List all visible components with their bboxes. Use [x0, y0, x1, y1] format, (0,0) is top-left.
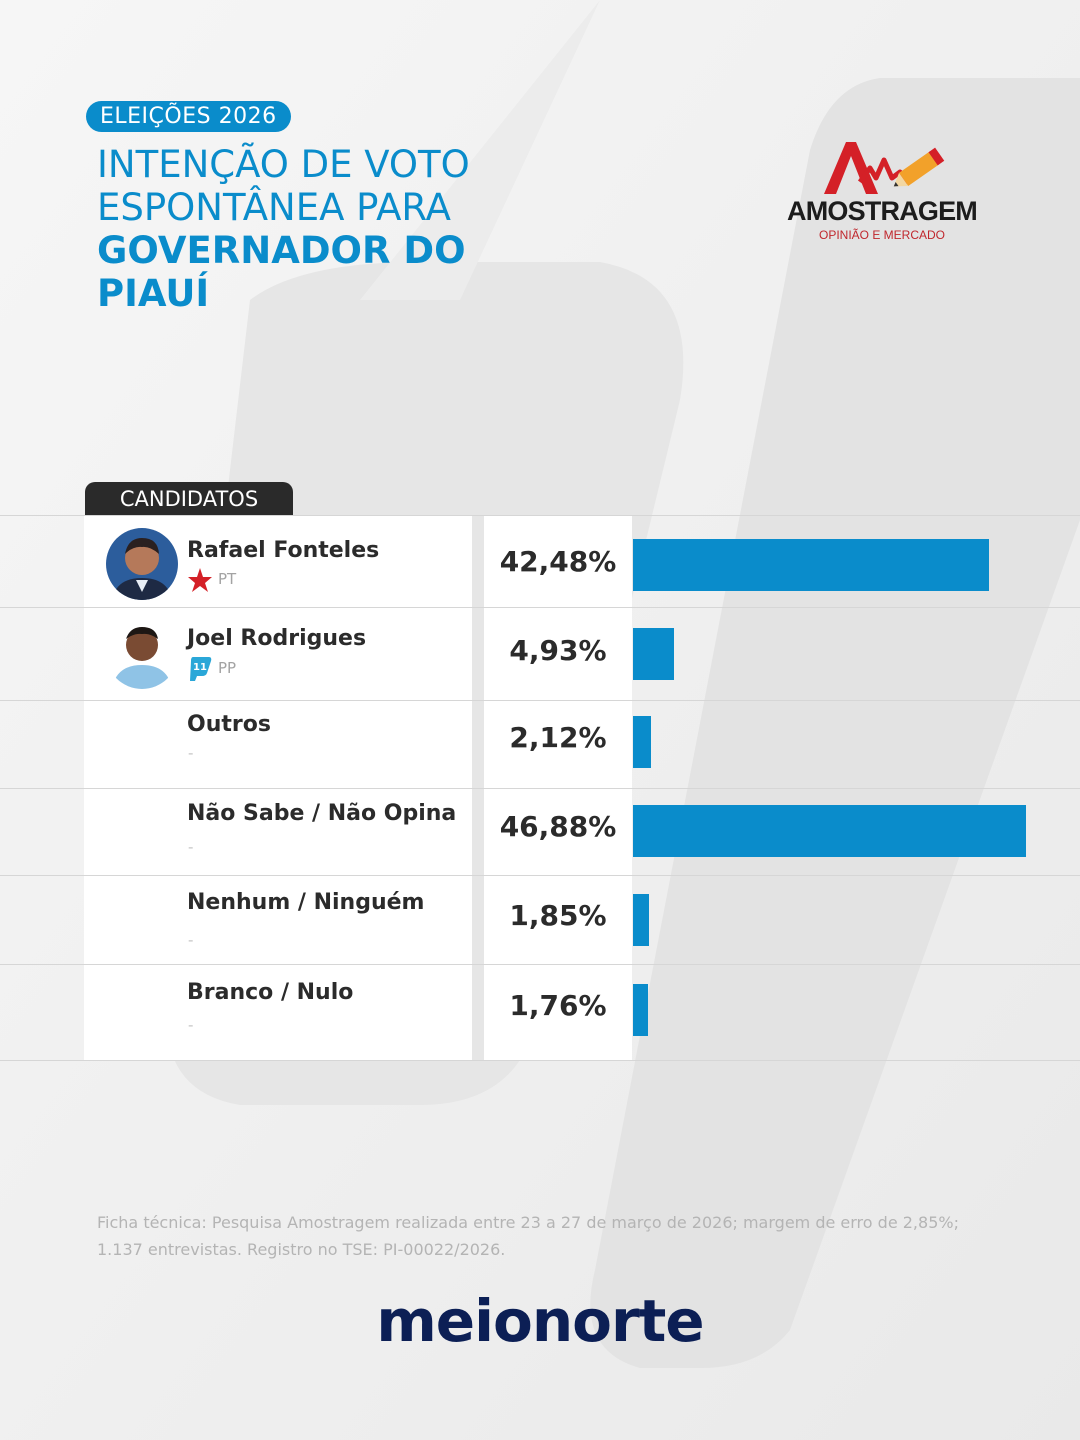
- page-title: INTENÇÃO DE VOTO ESPONTÂNEA PARA GOVERNA…: [97, 143, 517, 315]
- row-divider: [0, 607, 1080, 608]
- value-label: 46,88%: [499, 810, 617, 843]
- bar: [633, 716, 651, 768]
- party-label: PT: [218, 570, 237, 588]
- party-label: -: [188, 1016, 194, 1034]
- pollster-tagline: OPINIÃO E MERCADO: [818, 228, 946, 242]
- party-label: PP: [218, 659, 237, 677]
- title-line-1: INTENÇÃO DE VOTO: [97, 143, 470, 186]
- candidate-photo-icon: [106, 617, 178, 689]
- row-divider: [0, 515, 1080, 516]
- value-label: 42,48%: [499, 545, 617, 578]
- value-label: 1,85%: [509, 899, 607, 932]
- row-divider: [0, 875, 1080, 876]
- candidates-header-tab: CANDIDATOS: [85, 482, 293, 516]
- candidate-photo-icon: [106, 528, 178, 600]
- option-name: Nenhum / Ninguém: [187, 890, 425, 915]
- title-bold: GOVERNADOR DO PIAUÍ: [97, 229, 466, 315]
- pollster-logo-icon: [824, 142, 945, 194]
- party-label: -: [188, 838, 194, 856]
- bar: [633, 628, 674, 680]
- candidate-name: Rafael Fonteles: [187, 538, 380, 563]
- pt-star-icon: [188, 568, 212, 592]
- row-divider: [0, 964, 1080, 965]
- bar: [633, 805, 1026, 857]
- bar: [633, 539, 989, 591]
- bar: [633, 894, 649, 946]
- svg-text:11: 11: [193, 662, 207, 673]
- row-divider: [0, 700, 1080, 701]
- election-badge: ELEIÇÕES 2026: [86, 101, 291, 132]
- option-name: Não Sabe / Não Opina: [187, 801, 457, 826]
- value-label: 2,12%: [509, 721, 607, 754]
- methodology-note: Ficha técnica: Pesquisa Amostragem reali…: [97, 1213, 959, 1259]
- bar: [633, 984, 648, 1036]
- pollster-name: AMOSTRAGEM: [787, 196, 978, 226]
- brand-logo: meionorte: [376, 1287, 704, 1355]
- value-label: 4,93%: [509, 634, 607, 667]
- pp-11-icon: 11: [190, 657, 212, 681]
- option-name: Branco / Nulo: [187, 980, 354, 1005]
- pollster-logo: AMOSTRAGEM OPINIÃO E MERCADO: [780, 138, 990, 246]
- row-divider: [0, 788, 1080, 789]
- party-label: -: [188, 931, 194, 949]
- row-divider: [0, 1060, 1080, 1061]
- party-label: -: [188, 744, 194, 762]
- value-label: 1,76%: [509, 989, 607, 1022]
- title-line-2: ESPONTÂNEA PARA: [97, 186, 451, 229]
- option-name: Outros: [187, 712, 271, 737]
- candidate-name: Joel Rodrigues: [187, 626, 367, 651]
